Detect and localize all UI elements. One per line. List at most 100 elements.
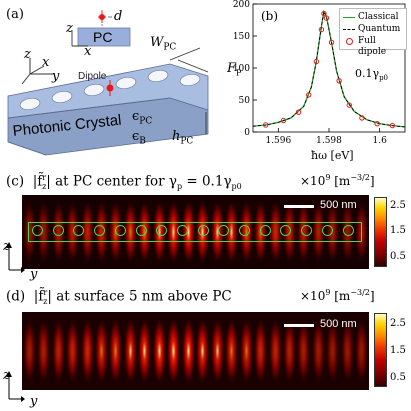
waveguide-outline xyxy=(28,222,362,242)
axis-d-z: z xyxy=(3,368,10,383)
field-lobe xyxy=(95,312,108,390)
ytick-label: 100 xyxy=(233,64,250,74)
field-lobe xyxy=(37,312,51,390)
field-lobe xyxy=(239,312,253,390)
full-dipole-point xyxy=(262,122,269,128)
h-pc-label: hPC xyxy=(172,129,194,147)
inset-d-label: d xyxy=(114,9,123,24)
field-lobe xyxy=(22,312,36,390)
legend-quantum: Quantum xyxy=(343,24,405,35)
field-lobe xyxy=(326,195,340,269)
scalebar-c-label: 500 nm xyxy=(320,199,357,211)
inset-axes xyxy=(71,30,88,47)
hole-outline xyxy=(321,225,333,236)
field-lobe xyxy=(268,312,282,390)
inset-x-label: x xyxy=(84,44,92,59)
main-axes xyxy=(21,58,54,85)
hole-outline xyxy=(114,225,126,236)
full-dipole-point xyxy=(359,115,365,121)
full-dipole-point xyxy=(336,78,342,84)
field-lobe xyxy=(311,312,325,390)
panel-a: (a) xyxy=(0,0,215,165)
purcell-factor-chart: 0 50 100 150 200 1.596 1.598 1.6 xyxy=(233,0,406,146)
field-lobe xyxy=(80,195,94,269)
field-lobe xyxy=(152,312,166,390)
ytick-label: 150 xyxy=(233,32,250,42)
full-dipole-point xyxy=(374,120,380,127)
field-lobe xyxy=(37,195,51,269)
dipole-label: Dipole xyxy=(78,71,107,82)
hole-outline xyxy=(342,225,354,236)
full-dipole-point xyxy=(321,10,327,17)
field-lobe xyxy=(355,312,369,390)
inset-pc-label: PC xyxy=(93,29,113,45)
cbar-c-tick-1-5: 1.5 xyxy=(390,225,406,236)
cbar-d-tick-1-5: 1.5 xyxy=(390,345,406,356)
full-dipole-point xyxy=(328,39,335,46)
hole-outline xyxy=(52,225,64,236)
chart-b-legend: Classical Quantum Full dipole xyxy=(339,8,407,57)
field-lobe xyxy=(22,195,36,269)
cbar-d-tick-2-5: 2.5 xyxy=(390,318,406,329)
hole-outline xyxy=(156,225,168,236)
cbar-c-tick-2-5: 2.5 xyxy=(390,200,406,211)
legend-classical: Classical xyxy=(343,12,405,23)
hole-outline xyxy=(135,225,147,236)
scalebar-d-label: 500 nm xyxy=(320,318,357,330)
hole-outline xyxy=(301,225,313,236)
field-lobe xyxy=(181,195,195,269)
ytick-label: 0 xyxy=(244,128,250,138)
panel-d: (d) |f̃rz| at surface 5 nm above PC ×109… xyxy=(0,283,411,411)
quantum-line xyxy=(252,10,406,128)
slab-edge xyxy=(7,97,171,119)
field-lobe xyxy=(210,195,224,269)
hole-outline xyxy=(73,225,85,236)
panel-b: 0 50 100 150 200 1.596 1.598 1.6 (b) FP ħω [eV]… xyxy=(215,0,411,170)
field-lobe xyxy=(340,312,354,390)
panel-c-title: (c) |f̃rz| at PC center for γp = 0.1γp0 xyxy=(6,173,242,192)
field-lobe xyxy=(225,195,239,269)
slab-holes xyxy=(19,69,201,111)
full-dipole-point xyxy=(389,122,396,129)
scalebar-d xyxy=(284,324,314,327)
axis-c-y: y xyxy=(30,267,38,282)
full-dipole-point xyxy=(318,26,325,33)
panel-a-label: (a) xyxy=(6,7,24,22)
hole-outline xyxy=(259,225,271,236)
field-lobe xyxy=(51,312,65,390)
field-lobe xyxy=(210,312,224,390)
dipole-marker xyxy=(106,80,114,96)
colorbar-c xyxy=(374,197,387,267)
field-lobe xyxy=(196,312,210,390)
field-lobe xyxy=(167,312,181,390)
panel-d-title: (d) |f̃rz| at surface 5 nm above PC xyxy=(6,288,232,307)
legend-full-dipole: Full dipole xyxy=(343,36,405,57)
axes-d xyxy=(6,371,25,402)
full-dipole-point xyxy=(313,58,320,65)
hole-outline xyxy=(32,225,43,236)
full-dipole-point xyxy=(323,15,330,21)
field-lobe xyxy=(123,312,137,390)
w-pc-bracket xyxy=(169,47,209,73)
eps-pc-label: ϵPC xyxy=(132,109,153,127)
full-dipole-point xyxy=(280,117,287,124)
xtick-label: 1.6 xyxy=(373,136,388,146)
full-dipole-point xyxy=(295,109,302,115)
panel-b-label: (b) xyxy=(261,9,279,23)
ytick-label: 50 xyxy=(239,96,251,106)
field-lobe xyxy=(80,312,94,390)
field-lobe xyxy=(66,312,80,390)
panel-c-unit: ×109 [m−3/2] xyxy=(300,173,375,188)
hole-outline xyxy=(280,225,292,236)
chart-b-annotation: 0.1γp0 xyxy=(355,67,389,83)
axis-x-label: x xyxy=(42,55,50,70)
field-lobe xyxy=(326,312,340,390)
xtick-label: 1.598 xyxy=(316,136,342,146)
full-dipole-point xyxy=(346,102,352,108)
field-lobe xyxy=(311,195,325,269)
chart-b-ylabel: FP xyxy=(227,61,242,78)
ytick-label: 200 xyxy=(233,0,250,10)
field-lobe xyxy=(225,312,239,390)
chart-b-xlabel: ħω [eV] xyxy=(311,149,354,162)
hole-outline xyxy=(239,225,250,236)
